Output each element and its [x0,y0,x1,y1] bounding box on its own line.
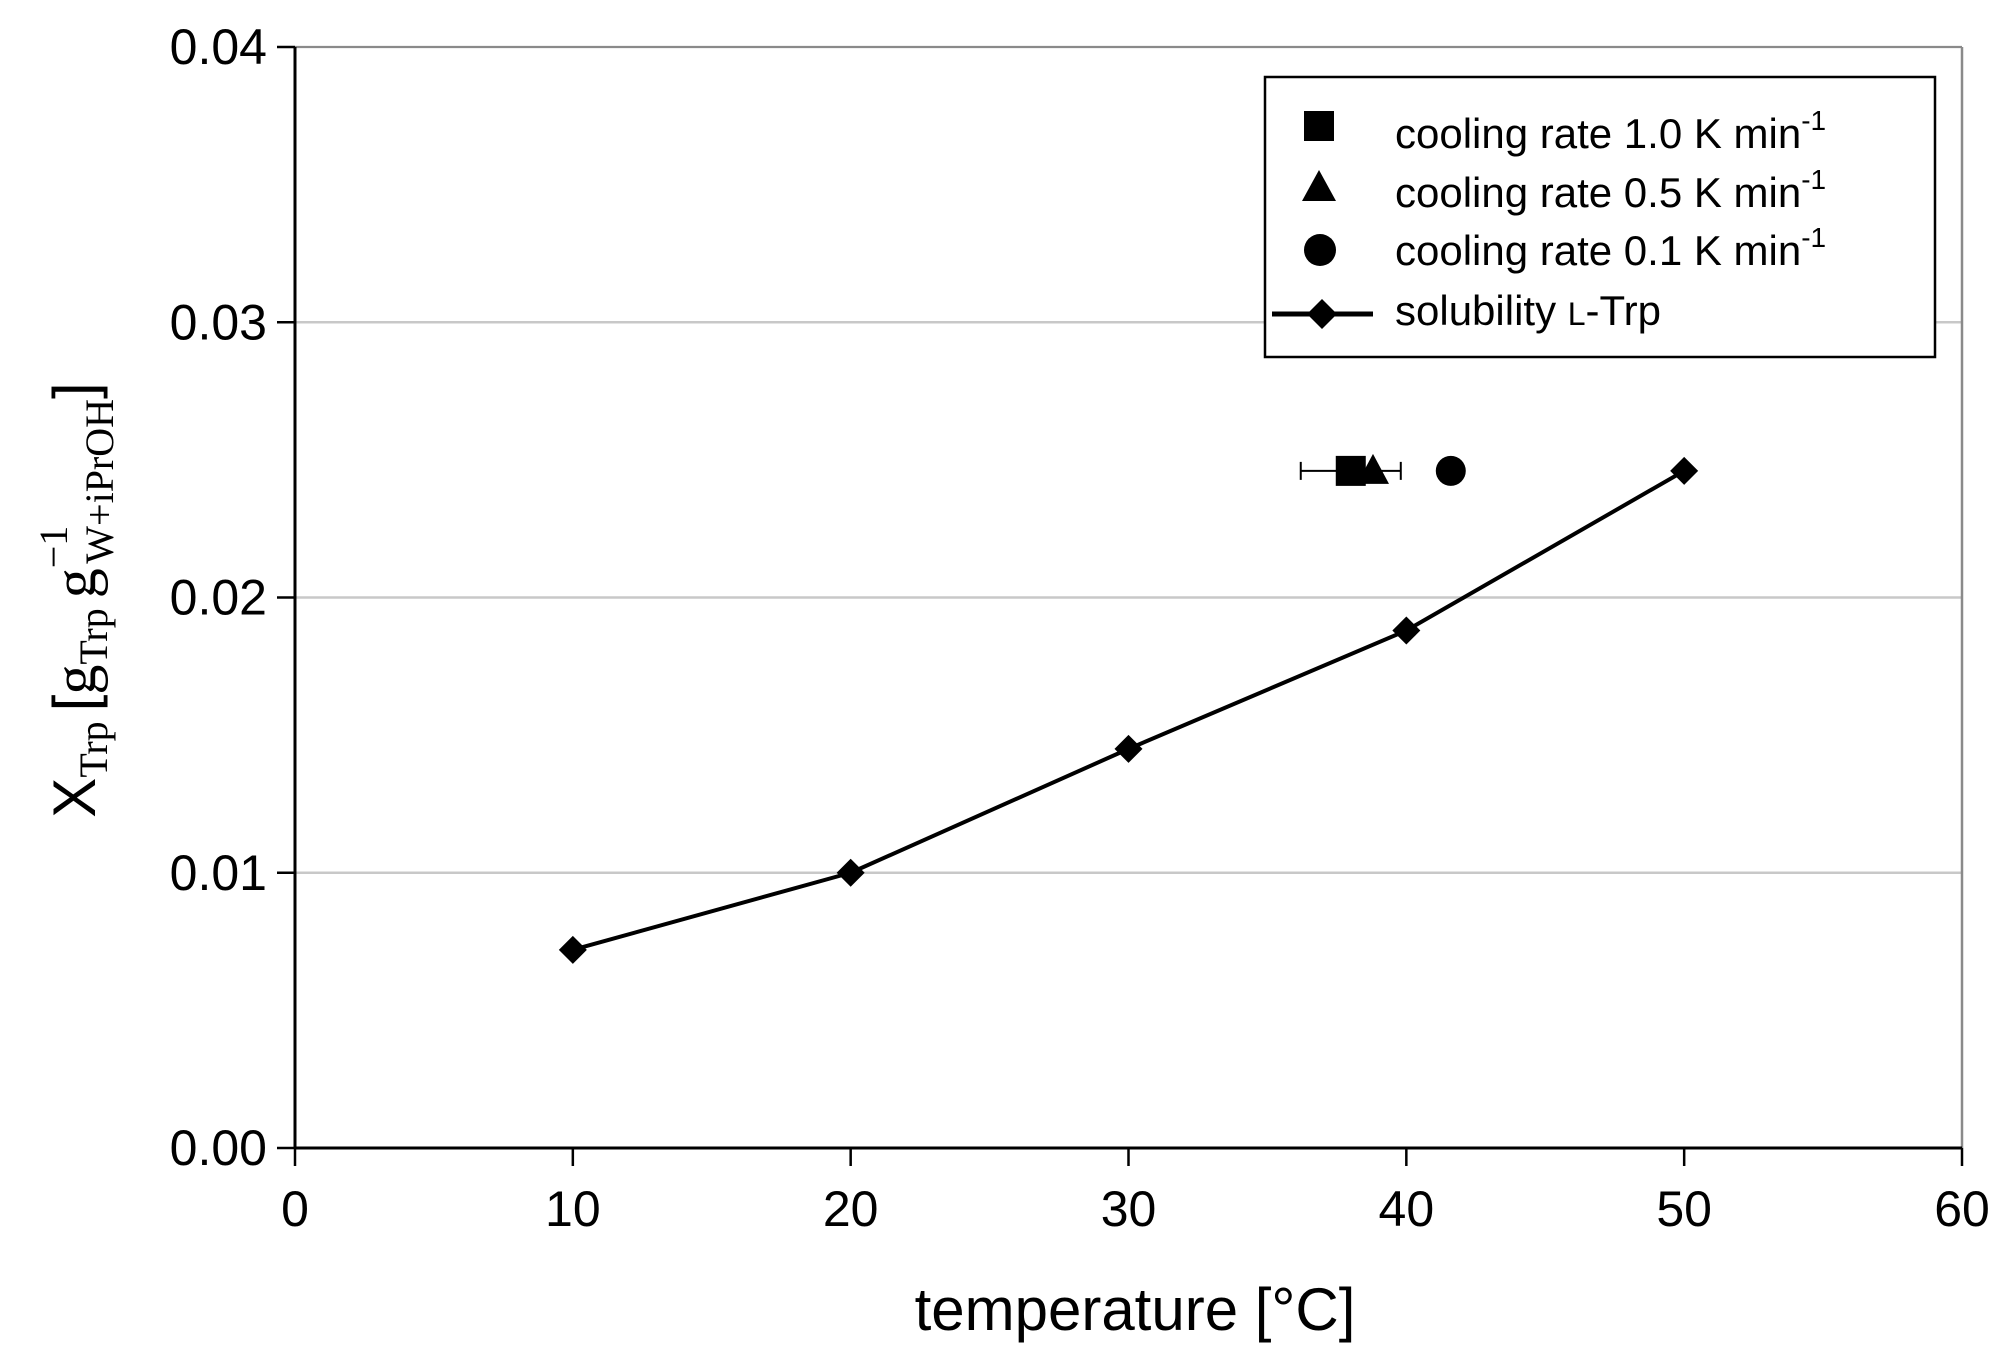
x-tick-label-3: 30 [1101,1181,1157,1237]
legend-square-marker [1304,111,1334,141]
legend-label-1: cooling rate 1.0 K min-1 [1395,105,1826,157]
x-tick-label-2: 20 [823,1181,879,1237]
legend-diamond-marker [1307,299,1337,329]
y-tick-label-2: 0.02 [170,570,267,626]
y-axis-unit-g2-superscript: −1 [31,526,76,569]
data-point-2-0 [1435,455,1466,486]
legend-triangle-marker [1302,170,1336,201]
y-tick-label-3: 0.03 [170,294,267,350]
x-tick-label-5: 50 [1656,1181,1712,1237]
svg-text:XTrp[gTrpg−1W+iPrOH]: XTrp[gTrpg−1W+iPrOH] [31,382,122,817]
y-tick-label-1: 0.01 [170,845,267,901]
legend-label-4: solubility L-Trp [1395,287,1661,334]
legend: cooling rate 1.0 K min-1 cooling rate 0.… [1263,75,1937,359]
y-axis-unit-g1: g [42,665,108,695]
y-tick-label-0: 0.00 [170,1120,267,1176]
x-tick-label-1: 10 [545,1181,601,1237]
x-tick-label-4: 40 [1379,1181,1435,1237]
data-point-1-0 [1356,453,1389,484]
x-axis-title: temperature [°C] [915,1276,1356,1343]
y-axis-ticks: 0.00 0.01 0.02 0.03 0.04 [170,19,295,1176]
y-axis-symbol-subscript: Trp [71,721,116,777]
y-axis-unit-g1-subscript: Trp [71,608,116,664]
data-point-3-4 [1670,456,1699,485]
legend-box [1263,75,1937,359]
y-tick-label-4: 0.04 [170,19,267,75]
y-axis-unit-g2: g [42,568,108,598]
data-point-3-2 [1114,734,1143,763]
legend-label-2: cooling rate 0.5 K min-1 [1395,164,1826,216]
x-axis-ticks: 0 10 20 30 40 50 60 [281,1148,1990,1237]
data-point-3-3 [1392,616,1421,645]
x-tick-label-0: 0 [281,1181,309,1237]
data-point-3-1 [836,858,865,887]
data-point-3-0 [558,935,587,964]
y-axis-bracket-open: [ [41,694,108,711]
x-tick-label-6: 60 [1934,1181,1990,1237]
plot-series [558,453,1699,964]
y-axis-unit-g2-subscript: W+iPrOH [77,399,122,564]
legend-circle-marker [1304,234,1336,266]
y-axis-symbol: X [41,778,108,818]
y-axis-bracket-close: ] [41,382,108,399]
y-axis-title: XTrp[gTrpg−1W+iPrOH] [31,382,122,817]
legend-label-3: cooling rate 0.1 K min-1 [1395,222,1826,274]
